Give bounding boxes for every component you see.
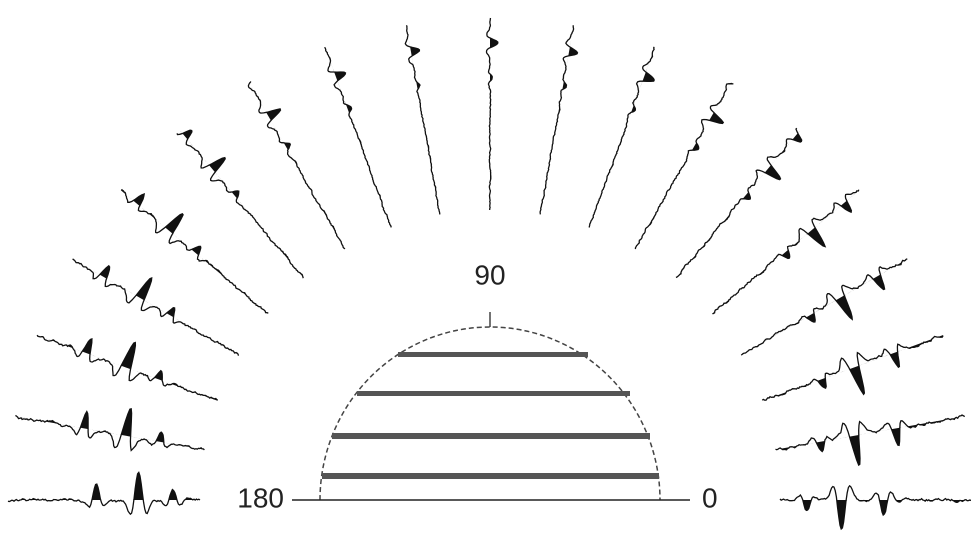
dome <box>292 312 690 500</box>
trace-fill <box>780 500 971 529</box>
trace <box>73 259 239 356</box>
trace <box>16 409 205 451</box>
trace <box>487 18 498 210</box>
stripe <box>332 433 650 439</box>
stripe <box>398 352 588 357</box>
trace <box>780 486 971 529</box>
trace-fill <box>776 416 965 465</box>
stripe <box>322 473 659 479</box>
label-left: 180 <box>237 482 284 513</box>
trace <box>589 47 654 228</box>
figure: 90 180 0 <box>0 0 971 554</box>
label-top: 90 <box>474 259 505 290</box>
label-right: 0 <box>702 482 718 513</box>
trace-fill <box>8 472 200 500</box>
trace-fill <box>15 409 204 450</box>
trace <box>325 47 392 227</box>
trace <box>741 259 907 355</box>
trace <box>248 82 345 249</box>
trace <box>177 130 303 278</box>
trace <box>776 415 965 465</box>
trace <box>635 84 733 249</box>
trace <box>8 472 200 514</box>
trace-fill <box>763 335 944 401</box>
stripe <box>357 391 630 396</box>
trace <box>405 25 440 214</box>
